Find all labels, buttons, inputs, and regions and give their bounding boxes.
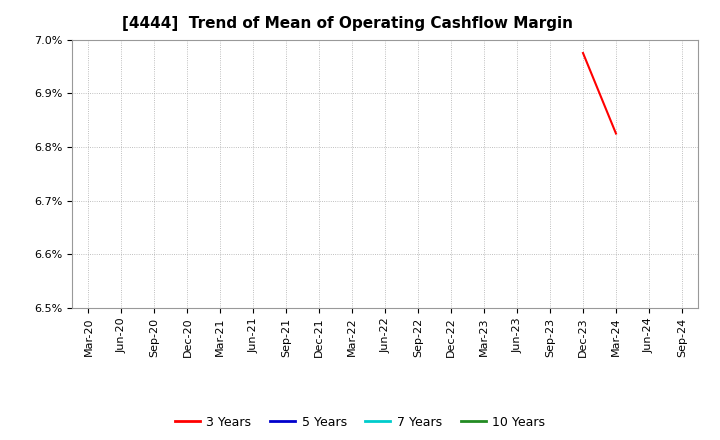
Text: [4444]  Trend of Mean of Operating Cashflow Margin: [4444] Trend of Mean of Operating Cashfl… — [122, 16, 573, 32]
Legend: 3 Years, 5 Years, 7 Years, 10 Years: 3 Years, 5 Years, 7 Years, 10 Years — [170, 411, 550, 434]
